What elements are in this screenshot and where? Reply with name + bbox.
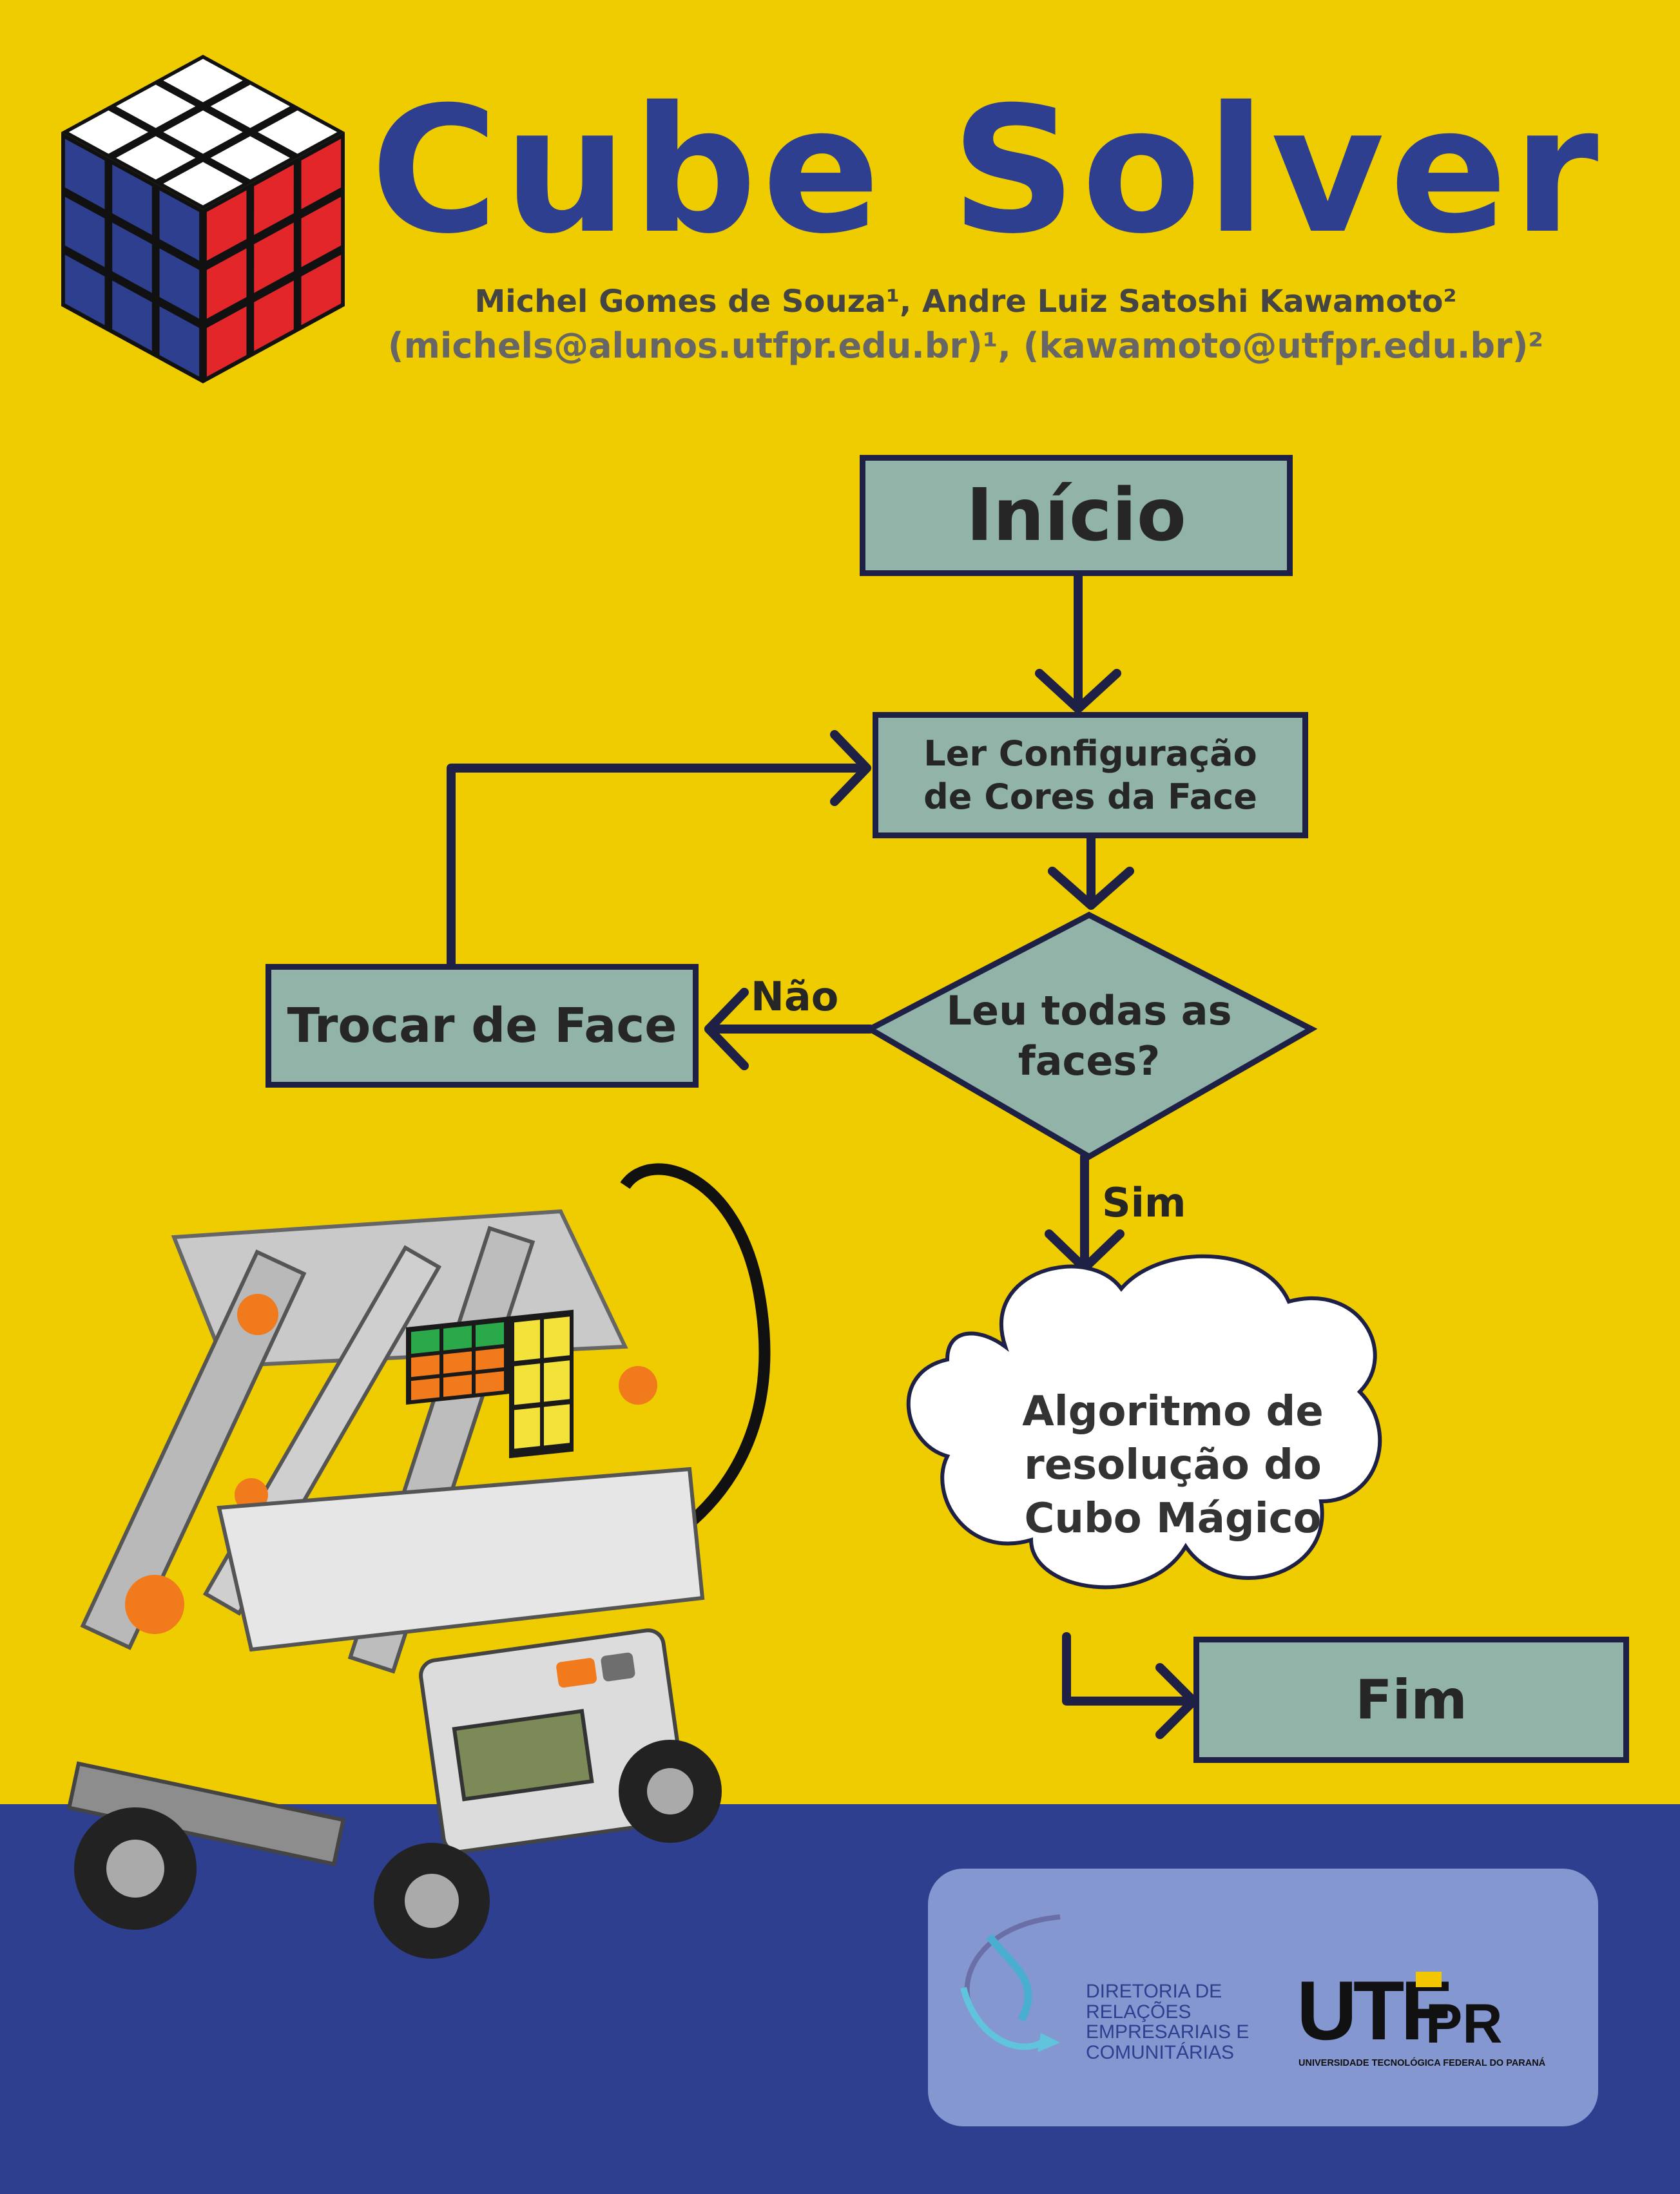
no-label: Não	[751, 973, 839, 1020]
algorithm-label: Algoritmo de resolução do Cubo Mágico	[1022, 1388, 1324, 1543]
directorate-name: DIRETORIA DE RELAÇÕES EMPRESARIAIS E COM…	[1086, 1981, 1250, 2063]
decision-diamond	[864, 911, 1318, 1160]
start-label: Início	[966, 474, 1186, 557]
end-label: Fim	[1355, 1668, 1467, 1731]
decision-label: Leu todas as faces?	[946, 987, 1232, 1084]
lego-robot-photo	[66, 1163, 771, 1959]
end-box: Fim	[1193, 1637, 1629, 1763]
read-face-box: Ler Configuração de Cores da Face	[873, 712, 1308, 838]
change-face-label: Trocar de Face	[287, 998, 677, 1054]
algorithm-cloud	[906, 1254, 1382, 1590]
swirl-arrow-icon	[960, 1914, 1061, 2052]
rubiks-cube-icon	[61, 55, 345, 383]
emails-line: (michels@alunos.utfpr.edu.br)¹, (kawamot…	[387, 325, 1544, 366]
start-box: Início	[860, 455, 1293, 576]
utfpr-logo-pr: PR	[1425, 1993, 1503, 2055]
sponsor-logos-panel	[928, 1869, 1598, 2126]
poster-title: Cube Solver	[371, 69, 1604, 272]
authors-line: Michel Gomes de Souza¹, Andre Luiz Satos…	[474, 284, 1457, 320]
read-face-label: Ler Configuração de Cores da Face	[923, 733, 1257, 818]
yes-label: Sim	[1102, 1179, 1186, 1226]
utfpr-full-name: UNIVERSIDADE TECNOLÓGICA FEDERAL DO PARA…	[1299, 2058, 1546, 2068]
utfpr-logo-bar	[1416, 1972, 1442, 1987]
change-face-box: Trocar de Face	[266, 964, 699, 1088]
